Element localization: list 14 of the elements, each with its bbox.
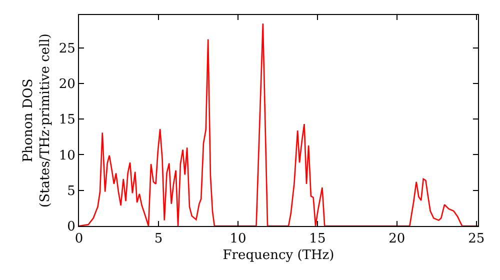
x-tick-label: 15	[309, 232, 326, 247]
x-tick-label: 5	[154, 232, 163, 247]
x-tick-label: 25	[468, 232, 485, 247]
y-tick-label: 20	[58, 76, 76, 92]
x-axis-title: Frequency (THz)	[222, 248, 334, 264]
y-tick-label: 25	[58, 41, 76, 56]
x-tick-label: 10	[230, 232, 246, 247]
line-series	[79, 22, 478, 226]
y-tick-label: 15	[58, 112, 76, 128]
x-tick-label: 20	[388, 232, 406, 247]
y-tick-label: 0	[67, 220, 76, 235]
y-axis-title: Phonon DOS (States/THz·primitive cell)	[20, 33, 53, 208]
y-tick-label: 10	[58, 148, 76, 164]
y-tick-label: 5	[67, 184, 76, 199]
